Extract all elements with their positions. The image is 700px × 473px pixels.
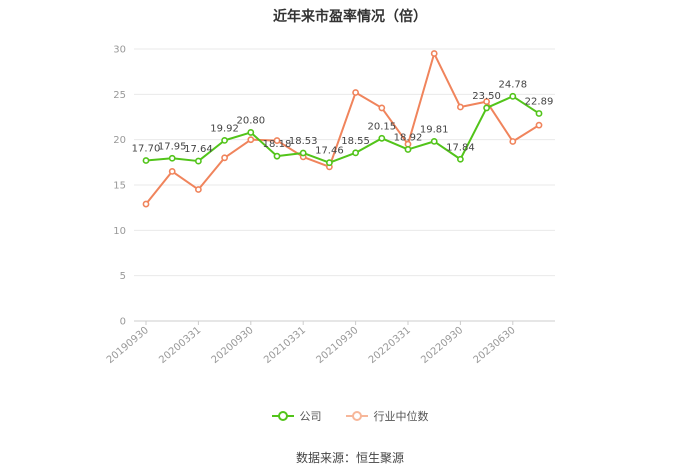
company-data-label: 17.95 bbox=[158, 141, 187, 152]
y-tick-label: 0 bbox=[120, 317, 126, 328]
legend-company-marker-icon bbox=[271, 411, 294, 421]
company-data-label: 17.46 bbox=[315, 146, 344, 157]
x-tick-label: 20220930 bbox=[419, 325, 465, 366]
industry-data-point bbox=[247, 136, 255, 144]
company-data-label: 18.18 bbox=[263, 139, 292, 150]
industry-data-point bbox=[352, 89, 359, 96]
legend-industry-marker-icon bbox=[345, 411, 368, 421]
legend-industry-label: 行业中位数 bbox=[373, 410, 429, 423]
x-tick-label: 20200930 bbox=[210, 325, 256, 366]
company-data-point bbox=[247, 129, 255, 136]
company-data-point bbox=[483, 104, 490, 112]
company-data-label: 18.53 bbox=[289, 136, 318, 147]
company-data-point bbox=[325, 159, 333, 167]
industry-data-point bbox=[221, 154, 228, 162]
industry-data-point bbox=[483, 98, 490, 105]
x-tick-label: 20220331 bbox=[367, 325, 413, 366]
company-data-point bbox=[378, 134, 386, 142]
chart-legend: 公司 行业中位数 bbox=[0, 408, 700, 424]
y-tick-label: 5 bbox=[120, 271, 126, 282]
chart-title: 近年来市盈率情况（倍） bbox=[273, 9, 427, 25]
industry-data-point bbox=[509, 138, 517, 145]
legend-item-industry[interactable]: 行业中位数 bbox=[345, 408, 429, 424]
company-data-point bbox=[273, 152, 281, 160]
x-tick-label: 20230630 bbox=[472, 325, 518, 366]
company-data-label: 20.80 bbox=[236, 115, 265, 126]
company-data-label: 17.84 bbox=[446, 142, 475, 153]
industry-data-point bbox=[142, 200, 150, 208]
y-tick-label: 10 bbox=[113, 226, 126, 237]
data-source: 数据来源：恒生聚源 bbox=[295, 451, 404, 465]
company-data-label: 18.55 bbox=[341, 136, 370, 147]
y-tick-label: 25 bbox=[113, 90, 126, 101]
company-data-label: 23.50 bbox=[472, 91, 501, 102]
industry-data-point bbox=[430, 50, 438, 57]
industry-data-point bbox=[456, 103, 464, 111]
company-data-point bbox=[509, 92, 517, 100]
y-tick-label: 20 bbox=[113, 135, 126, 146]
x-tick-label: 20210331 bbox=[262, 325, 308, 366]
company-data-label: 19.92 bbox=[210, 123, 239, 134]
x-tick-label: 20190930 bbox=[105, 325, 151, 366]
legend-company-label: 公司 bbox=[299, 410, 322, 423]
company-data-point bbox=[168, 154, 176, 162]
industry-data-point bbox=[273, 137, 281, 144]
company-data-label: 18.92 bbox=[394, 132, 423, 143]
industry-data-point bbox=[535, 121, 543, 129]
industry-data-point bbox=[168, 167, 176, 175]
company-data-point bbox=[352, 149, 359, 157]
industry-data-point bbox=[194, 186, 202, 193]
industry-series-line bbox=[145, 52, 540, 205]
company-data-label: 22.89 bbox=[525, 96, 554, 107]
company-data-label: 19.81 bbox=[420, 124, 449, 135]
industry-data-point bbox=[378, 104, 386, 112]
company-series-line bbox=[145, 95, 540, 164]
company-data-label: 17.64 bbox=[184, 144, 213, 155]
company-data-point bbox=[535, 110, 543, 117]
company-data-point bbox=[456, 155, 464, 163]
company-data-point bbox=[430, 137, 438, 145]
legend-item-company[interactable]: 公司 bbox=[271, 408, 322, 424]
company-data-point bbox=[194, 157, 202, 165]
x-tick-label: 20200331 bbox=[157, 325, 203, 366]
company-data-point bbox=[299, 149, 307, 157]
y-tick-label: 15 bbox=[113, 181, 126, 192]
company-data-point bbox=[142, 157, 150, 164]
company-data-point bbox=[221, 136, 228, 144]
y-tick-label: 30 bbox=[113, 45, 126, 56]
company-data-label: 24.78 bbox=[498, 79, 527, 90]
x-tick-label: 20210930 bbox=[314, 325, 360, 366]
company-data-label: 17.70 bbox=[132, 144, 161, 155]
company-data-point bbox=[404, 146, 412, 153]
company-data-label: 20.15 bbox=[367, 121, 396, 132]
